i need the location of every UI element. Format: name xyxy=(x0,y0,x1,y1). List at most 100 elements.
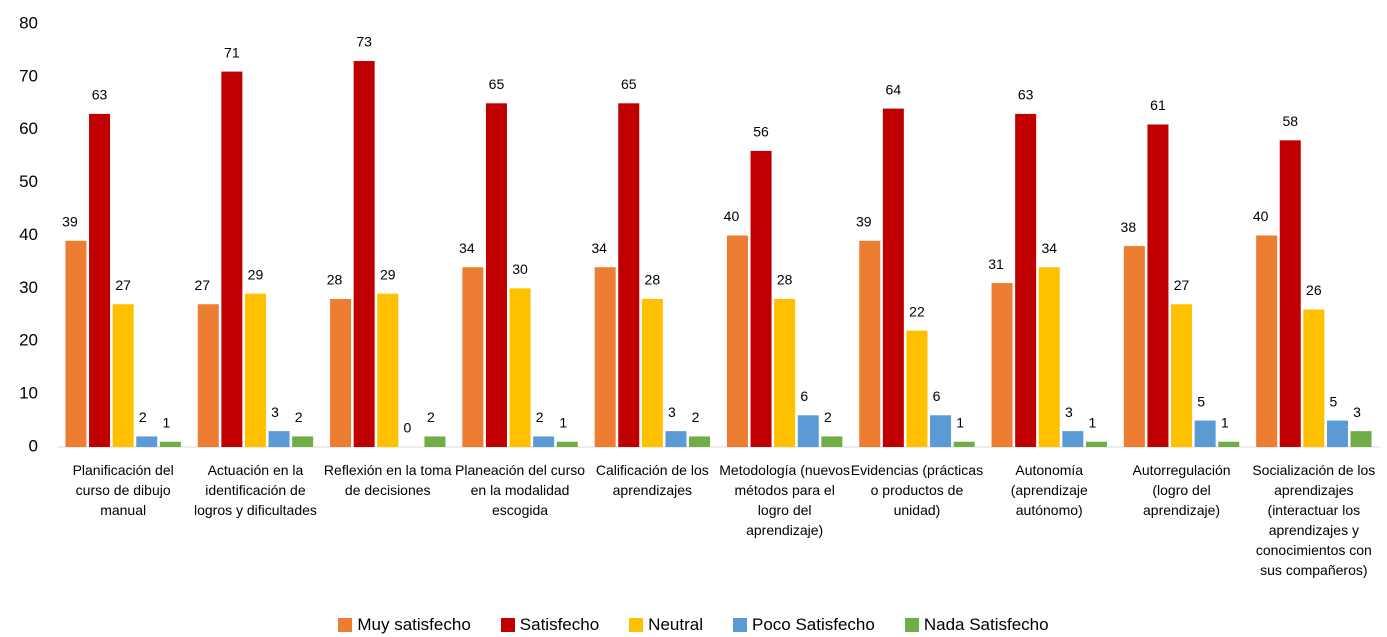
x-tick-label: Calificación de los aprendizajes xyxy=(595,462,709,498)
data-label: 28 xyxy=(327,272,343,288)
legend-swatch xyxy=(629,618,644,632)
bar xyxy=(485,103,507,447)
x-tick-label: Evidencias (prácticas o productos de uni… xyxy=(850,462,984,518)
data-label: 26 xyxy=(1306,282,1322,298)
data-label: 3 xyxy=(1353,404,1361,420)
data-label: 27 xyxy=(194,277,210,293)
legend-label: Muy satisfecho xyxy=(357,615,471,634)
bar xyxy=(1147,124,1169,448)
bar xyxy=(953,441,975,447)
data-label: 65 xyxy=(489,76,505,92)
data-label: 1 xyxy=(1089,414,1097,430)
bar xyxy=(509,288,531,447)
legend-label: Poco Satisfecho xyxy=(751,615,875,634)
bar xyxy=(1123,246,1145,447)
bar xyxy=(1062,431,1084,447)
bar xyxy=(821,436,843,447)
bar xyxy=(65,240,87,447)
data-label: 2 xyxy=(427,409,435,425)
bar xyxy=(774,298,796,447)
bar xyxy=(424,436,446,447)
x-tick-label: Reflexión en la toma de decisiones xyxy=(323,462,452,498)
legend-swatch xyxy=(732,618,747,632)
data-label: 34 xyxy=(459,240,475,256)
y-tick-label: 40 xyxy=(19,225,38,244)
bar xyxy=(882,108,904,447)
legend-item: Satisfecho xyxy=(500,615,600,635)
bar xyxy=(1326,420,1348,447)
x-tick-label: Socialización de los aprendizajes (inter… xyxy=(1252,462,1376,578)
bar xyxy=(1256,235,1278,447)
data-label: 63 xyxy=(92,87,108,103)
data-label: 38 xyxy=(1121,219,1137,235)
bar xyxy=(268,431,290,447)
bar xyxy=(136,436,158,447)
bar xyxy=(726,235,748,447)
data-label: 40 xyxy=(724,208,740,224)
y-tick-label: 10 xyxy=(19,384,38,403)
bar xyxy=(462,267,484,447)
data-label: 1 xyxy=(956,414,964,430)
bar xyxy=(991,283,1013,447)
data-label: 22 xyxy=(909,303,925,319)
data-label: 2 xyxy=(824,409,832,425)
data-label: 56 xyxy=(753,124,769,140)
bar xyxy=(556,441,578,447)
data-label: 30 xyxy=(512,261,528,277)
data-label: 28 xyxy=(645,272,661,288)
data-label: 29 xyxy=(248,266,264,282)
data-label: 27 xyxy=(115,277,131,293)
bar xyxy=(533,436,555,447)
data-label: 27 xyxy=(1174,277,1190,293)
legend-swatch xyxy=(500,618,515,632)
bar xyxy=(1171,304,1193,447)
data-label: 3 xyxy=(1065,404,1073,420)
legend-swatch xyxy=(904,618,919,632)
data-label: 34 xyxy=(591,240,607,256)
y-tick-label: 60 xyxy=(19,119,38,138)
data-label: 29 xyxy=(380,266,396,282)
bar xyxy=(244,293,266,447)
bar xyxy=(112,304,134,447)
data-label: 31 xyxy=(988,256,1004,272)
x-tick-label: Actuación en la identificación de logros… xyxy=(193,462,317,518)
data-label: 2 xyxy=(295,409,303,425)
y-tick-label: 80 xyxy=(19,13,38,32)
bar xyxy=(665,431,687,447)
data-label: 0 xyxy=(403,420,411,436)
bar xyxy=(292,436,314,447)
data-label: 71 xyxy=(224,44,240,60)
bar xyxy=(1350,431,1372,447)
legend-label: Nada Satisfecho xyxy=(923,615,1049,634)
bar xyxy=(859,240,881,447)
bar xyxy=(689,436,711,447)
bar xyxy=(197,304,219,447)
data-label: 64 xyxy=(886,81,902,97)
data-label: 2 xyxy=(536,409,544,425)
legend-label: Satisfecho xyxy=(519,615,600,634)
legend-swatch xyxy=(338,618,353,632)
bar xyxy=(159,441,181,447)
bar xyxy=(797,415,819,447)
data-label: 2 xyxy=(692,409,700,425)
bar xyxy=(1038,267,1060,447)
y-tick-label: 30 xyxy=(19,278,38,297)
bar xyxy=(750,150,772,447)
data-label: 1 xyxy=(1221,414,1229,430)
bar xyxy=(1218,441,1240,447)
data-label: 6 xyxy=(933,388,941,404)
bar xyxy=(1194,420,1216,447)
bar xyxy=(1303,309,1325,447)
bar xyxy=(594,267,616,447)
bar xyxy=(221,71,243,448)
x-tick-label: Planificación del curso de dibujo manual xyxy=(72,462,174,518)
data-label: 1 xyxy=(162,414,170,430)
legend-item: Nada Satisfecho xyxy=(904,615,1049,635)
data-label: 65 xyxy=(621,76,637,92)
data-label: 39 xyxy=(856,213,872,229)
legend-label: Neutral xyxy=(648,615,703,634)
data-label: 3 xyxy=(668,404,676,420)
data-label: 73 xyxy=(356,34,372,50)
y-tick-label: 70 xyxy=(19,66,38,85)
